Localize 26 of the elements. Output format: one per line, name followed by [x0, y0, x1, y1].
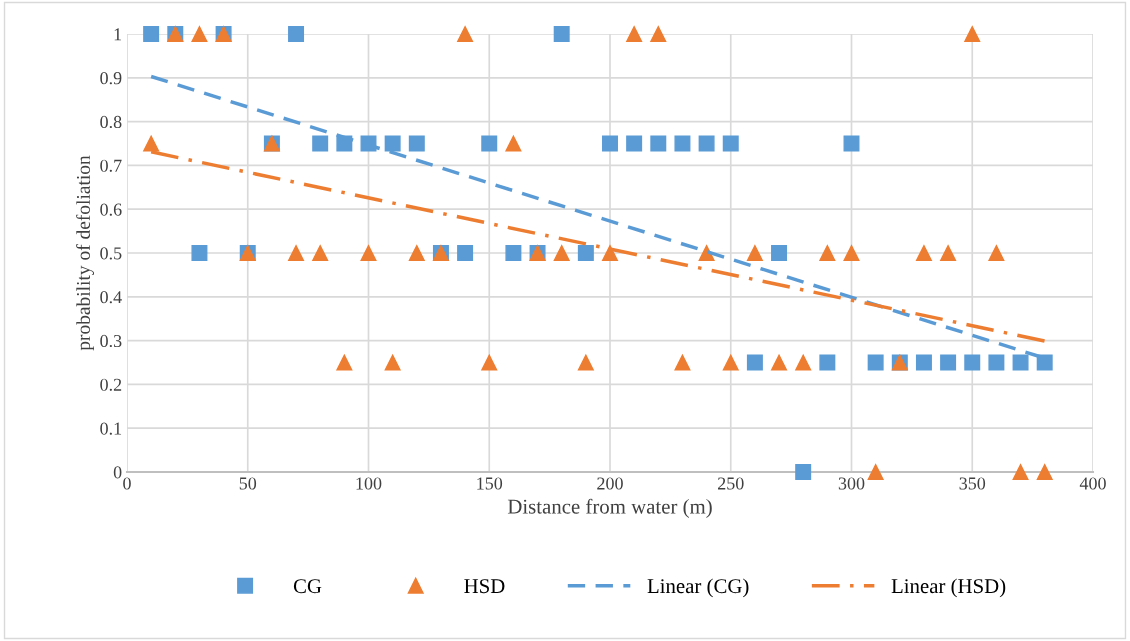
x-tick-label: 0 — [123, 477, 131, 490]
x-axis-title: Distance from water (m) — [507, 498, 712, 518]
x-tick-label: 400 — [1079, 477, 1106, 490]
y-tick-label: 0 — [113, 466, 122, 479]
y-tick-label: 0.8 — [100, 115, 122, 129]
y-tick-label: 0.5 — [100, 247, 122, 260]
legend-label: HSD — [464, 579, 505, 594]
y-tick-label: 0.1 — [100, 422, 122, 435]
x-tick-label: 300 — [838, 477, 865, 490]
legend-label: Linear (CG) — [647, 578, 749, 598]
x-tick-label: 200 — [597, 477, 623, 490]
x-tick-label: 150 — [477, 477, 503, 490]
x-tick-label: 100 — [356, 477, 382, 490]
x-tick-label: 250 — [718, 477, 744, 490]
y-tick-label: 0.4 — [100, 291, 122, 304]
x-tick-label: 350 — [959, 477, 986, 490]
y-axis-title: probability of defoliation — [76, 155, 95, 351]
y-tick-label: 0.9 — [100, 72, 122, 85]
y-tick-label: 0.6 — [100, 203, 122, 216]
y-tick-label: 0.7 — [100, 159, 122, 172]
x-tick-label: 50 — [239, 477, 257, 490]
y-tick-label: 0.2 — [100, 378, 122, 391]
y-tick-label: 0.3 — [100, 334, 122, 348]
legend-label: CG — [293, 579, 322, 594]
legend-label: Linear (HSD) — [891, 578, 1006, 598]
y-tick-label: 1 — [114, 28, 122, 41]
